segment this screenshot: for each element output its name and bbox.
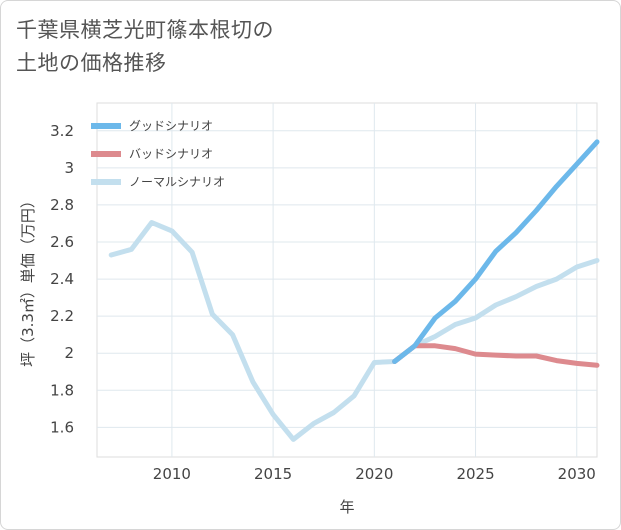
tick-labels: 2010 2015 2020 2025 2030 1.6 1.8 2 2.2 2.4 2.6 2.8 3… <box>50 122 596 483</box>
series-lines <box>108 139 600 442</box>
legend-label-1: バッドシナリオ <box>129 147 213 161</box>
x-tick-label: 2015 <box>254 465 292 483</box>
y-tick-label: 2 <box>64 344 74 362</box>
x-tick-label: 2025 <box>456 465 494 483</box>
x-axis-title: 年 <box>339 498 354 516</box>
x-tick-label: 2020 <box>355 465 393 483</box>
title-line-2: 土地の価格推移 <box>16 51 167 75</box>
plot-area <box>96 102 598 458</box>
y-tick-label: 1.8 <box>50 381 74 399</box>
series-line-0 <box>392 139 600 364</box>
y-tick-label: 2.6 <box>50 233 74 251</box>
y-tick-label: 3.2 <box>50 122 74 140</box>
chart-title: 千葉県横芝光町篠本根切の 土地の価格推移 <box>16 14 274 80</box>
series-line-2 <box>108 220 600 442</box>
x-tick-label: 2030 <box>558 465 596 483</box>
y-tick-label: 2.4 <box>50 270 74 288</box>
x-tick-label: 2010 <box>153 465 191 483</box>
y-tick-label: 1.6 <box>50 418 74 436</box>
y-tick-label: 2.2 <box>50 307 74 325</box>
y-tick-label: 2.8 <box>50 196 74 214</box>
y-tick-label: 3 <box>64 159 74 177</box>
legend-label-2: ノーマルシナリオ <box>129 175 225 189</box>
legend-label-0: グッドシナリオ <box>129 119 213 133</box>
series-line-1 <box>392 343 600 368</box>
title-line-1: 千葉県横芝光町篠本根切の <box>16 18 274 42</box>
gridlines <box>97 103 597 457</box>
y-axis-title: 坪（3.3㎡）単価（万円） <box>19 193 37 367</box>
